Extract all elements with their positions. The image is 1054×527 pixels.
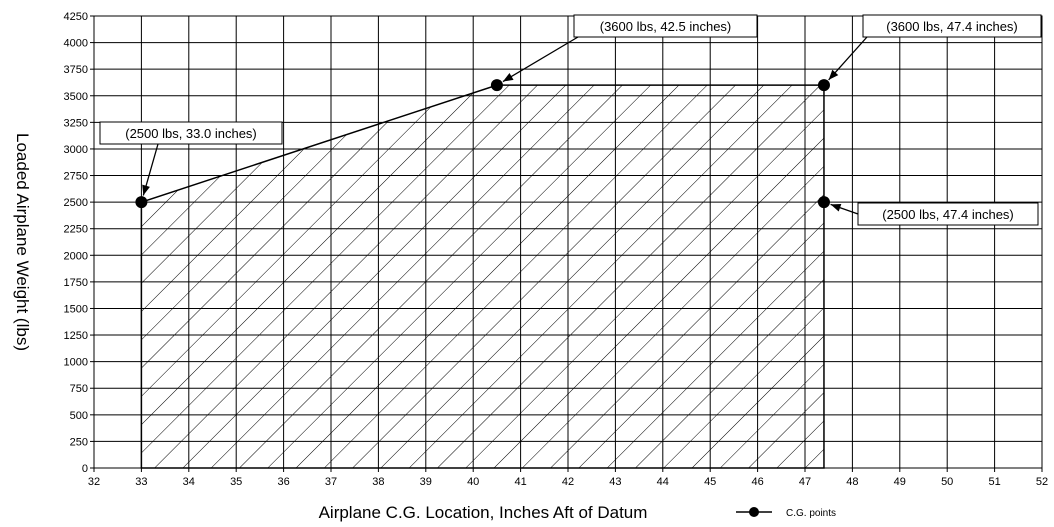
cg-points (135, 79, 830, 209)
annotation-box (862, 14, 1042, 38)
x-tick-label: 36 (277, 476, 289, 488)
legend: C.G. points (736, 507, 836, 519)
y-tick-label: 2750 (64, 171, 88, 183)
x-axis-ticks: 32 33 34 35 36 37 38 39 40 41 42 43 44 45 46 47 48 49 50 51… (88, 468, 1048, 488)
x-tick-label: 42 (562, 476, 574, 488)
x-tick-label: 51 (988, 476, 1000, 488)
annotation-label: (3600 lbs, 47.4 inches) (886, 19, 1018, 34)
annotation-arrowhead (502, 73, 514, 82)
x-tick-label: 47 (799, 476, 811, 488)
x-tick-label: 41 (514, 476, 526, 488)
x-tick-label: 49 (894, 476, 906, 488)
x-tick-label: 45 (704, 476, 716, 488)
y-tick-label: 1000 (64, 357, 88, 369)
x-tick-label: 33 (135, 476, 147, 488)
y-tick-label: 1500 (64, 303, 88, 315)
x-tick-label: 50 (941, 476, 953, 488)
y-axis-title: Loaded Airplane Weight (lbs) (13, 133, 32, 351)
y-tick-label: 500 (70, 410, 88, 422)
legend-marker (749, 507, 759, 517)
x-tick-label: 34 (183, 476, 195, 488)
x-tick-label: 40 (467, 476, 479, 488)
y-axis-ticks: 0 250 500 750 1000 1250 1500 1750 2000 2250 2500 27… (64, 11, 94, 475)
x-tick-label: 37 (325, 476, 337, 488)
annotation-arrowhead (828, 69, 839, 80)
x-tick-label: 39 (420, 476, 432, 488)
y-tick-label: 4000 (64, 38, 88, 50)
y-tick-label: 0 (82, 463, 88, 475)
y-tick-label: 3500 (64, 91, 88, 103)
cg-point (490, 79, 503, 92)
y-tick-label: 250 (70, 436, 88, 448)
x-tick-label: 48 (846, 476, 858, 488)
annotation-arrow (502, 36, 579, 83)
annotation-label: (2500 lbs, 33.0 inches) (125, 126, 257, 141)
x-tick-label: 43 (609, 476, 621, 488)
annotation-box (99, 121, 283, 145)
point-annotations: (2500 lbs, 33.0 inches) (3600 lbs, 42.5 i… (99, 14, 1042, 226)
annotation-label: (3600 lbs, 42.5 inches) (600, 19, 732, 34)
y-tick-label: 2500 (64, 197, 88, 209)
x-tick-label: 35 (230, 476, 242, 488)
x-tick-label: 38 (372, 476, 384, 488)
cg-point (817, 79, 830, 92)
cg-point (135, 196, 148, 209)
y-tick-label: 3250 (64, 117, 88, 129)
y-tick-label: 750 (70, 383, 88, 395)
annotation-label: (2500 lbs, 47.4 inches) (882, 207, 1014, 222)
annotation-arrowhead (830, 203, 842, 212)
y-tick-label: 4250 (64, 11, 88, 23)
annotation-arrowhead (142, 184, 150, 196)
y-tick-label: 1250 (64, 330, 88, 342)
legend-label: C.G. points (786, 508, 836, 519)
y-tick-label: 3000 (64, 144, 88, 156)
y-tick-label: 2000 (64, 250, 88, 262)
y-tick-label: 3750 (64, 64, 88, 76)
y-tick-label: 1750 (64, 277, 88, 289)
x-tick-label: 44 (657, 476, 669, 488)
annotation-box (573, 14, 758, 38)
x-tick-label: 32 (88, 476, 100, 488)
x-axis-title: Airplane C.G. Location, Inches Aft of Da… (319, 503, 648, 522)
x-tick-label: 52 (1036, 476, 1048, 488)
x-tick-label: 46 (751, 476, 763, 488)
cg-point (817, 196, 830, 209)
y-tick-label: 2250 (64, 224, 88, 236)
